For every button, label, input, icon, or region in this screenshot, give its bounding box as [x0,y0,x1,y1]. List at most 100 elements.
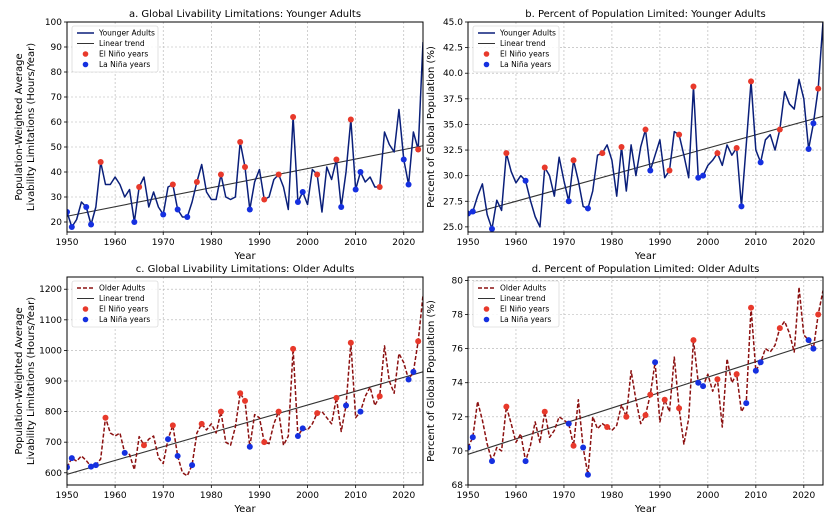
elnino-point [642,412,649,419]
elnino-point [748,304,755,311]
y-tick-label: 68 [452,481,464,491]
lanina-point [810,345,817,352]
lanina-point [565,420,572,427]
lanina-point [184,214,191,220]
lanina-point [752,367,759,374]
elnino-point [198,420,205,427]
lanina-point [88,221,95,228]
y-tick-label: 45.0 [443,18,463,28]
x-tick-label: 2020 [392,491,415,501]
x-tick-label: 2020 [792,491,815,501]
lanina-point [805,337,812,344]
lanina-point [68,455,75,462]
x-tick-label: 2010 [344,238,367,248]
elnino-point [275,408,282,415]
y-tick-label: 30 [51,193,63,203]
elnino-point [275,171,282,178]
y-tick-label: 1000 [39,346,62,356]
y-tick-label: 1200 [39,285,62,295]
y-tick-label: 78 [452,311,464,321]
lanina-point [488,225,495,232]
elnino-point [815,85,822,92]
chart-title: c. Global Livability Limitations: Older … [136,264,355,275]
legend-swatch-lanina [483,61,490,68]
x-axis-label: Year [634,504,657,515]
legend-label: El Niño years [99,305,148,314]
legend-label: La Niña years [500,60,551,69]
lanina-point [469,434,476,441]
elnino-point [714,376,721,383]
plot-content [67,41,423,230]
plot-frame [66,21,424,233]
x-tick-label: 1950 [56,238,79,248]
y-tick-label: 800 [45,408,62,418]
legend-swatch-elnino [82,51,89,57]
y-tick-label: 80 [452,276,464,286]
elnino-point [217,408,224,415]
lanina-point [67,209,70,215]
elnino-point [647,391,654,398]
y-tick-label: 27.5 [443,197,463,207]
elnino-point [599,150,606,157]
lanina-point [810,120,817,127]
elnino-point [690,337,697,344]
legend-label: Linear trend [99,294,145,303]
lanina-point [357,169,364,175]
x-tick-label: 1960 [104,491,127,501]
elnino-point [242,397,248,404]
lanina-point [565,198,572,205]
x-axis-label: Year [233,504,256,515]
elnino-point [733,145,740,151]
elnino-point [347,116,354,123]
lanina-point [246,443,253,450]
legend-label: La Niña years [500,315,551,324]
plot-frame [467,21,824,233]
elnino-point [776,126,783,133]
trend-line [67,371,423,475]
y-axis-label: Percent of Global Population (%) [426,300,437,462]
elnino-point [623,413,630,420]
x-tick-label: 1990 [248,238,271,248]
elnino-point [415,146,422,153]
lanina-point [160,211,167,218]
lanina-point [92,462,99,469]
x-tick-label: 1960 [505,491,528,501]
elnino-point [97,159,104,165]
elnino-point [503,150,510,157]
lanina-point [468,444,471,451]
y-tick-label: 70 [51,93,63,103]
lanina-point [700,172,707,179]
x-tick-label: 2000 [696,491,719,501]
elnino-point [376,184,383,190]
lanina-point [294,199,301,205]
y-axis-label: Percent of Global Population (%) [426,46,437,208]
plot-content [67,295,423,477]
elnino-point [102,414,109,421]
y-tick-label: 30.0 [443,172,463,182]
lanina-point [83,204,90,210]
elnino-point [140,442,147,449]
lanina-point [299,425,306,432]
lanina-point [405,376,412,383]
legend-box [472,280,560,328]
y-tick-label: 80 [51,68,63,78]
y-tick-label: 32.5 [443,146,463,156]
legend-label: La Niña years [99,60,150,69]
lanina-point [246,206,253,213]
legend-label: Older Adults [99,284,145,293]
elnino-point [290,114,297,120]
legend-box [71,25,159,73]
legend-label: Linear trend [99,39,145,48]
elnino-point [237,139,244,145]
elnino-point [541,408,548,415]
y-tick-label: 700 [45,438,62,448]
x-tick-label: 2010 [744,491,767,501]
elnino-point [503,403,510,410]
elnino-point [642,126,649,133]
x-tick-label: 2020 [792,238,815,248]
elnino-point [676,131,683,138]
legend-label: El Niño years [500,50,549,59]
y-axis-label: Livability Limitations (Hours/Year) [26,43,37,211]
legend-label: El Niño years [99,50,148,59]
